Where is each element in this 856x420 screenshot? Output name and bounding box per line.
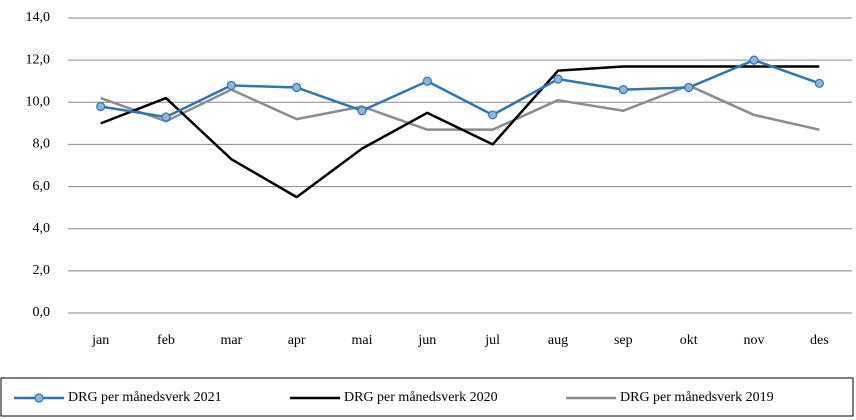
y-tick-label: 14,0 — [26, 10, 51, 25]
point-marker — [226, 80, 236, 91]
series-line — [100, 58, 820, 119]
legend-label: DRG per månedsverk 2021 — [68, 390, 222, 405]
y-tick-label: 12,0 — [26, 52, 51, 67]
y-tick-label: 6,0 — [33, 179, 51, 194]
x-tick-label: mai — [352, 333, 373, 348]
x-tick-label: jun — [417, 333, 436, 348]
point-marker — [161, 112, 171, 122]
x-tick-label: jul — [484, 333, 500, 348]
point-marker — [553, 74, 563, 84]
y-tick-label: 8,0 — [33, 137, 51, 152]
point-marker — [814, 78, 824, 88]
legend-label: DRG per månedsverk 2019 — [620, 390, 774, 405]
x-tick-label: jan — [91, 333, 109, 348]
point-marker — [357, 106, 367, 116]
x-tick-label: nov — [744, 333, 765, 348]
series-line — [100, 84, 820, 131]
y-tick-label: 0,0 — [33, 305, 51, 320]
legend-box — [0, 377, 854, 417]
x-tick-label: des — [810, 333, 829, 348]
x-tick-label: mar — [220, 333, 242, 348]
point-marker — [684, 82, 694, 93]
point-marker — [749, 55, 759, 65]
x-tick-label: okt — [680, 333, 698, 348]
point-marker — [488, 110, 498, 120]
legend-label: DRG per månedsverk 2020 — [344, 390, 498, 405]
point-marker — [96, 101, 106, 112]
y-tick-label: 2,0 — [33, 263, 51, 278]
series-line — [100, 65, 820, 199]
point-marker — [292, 82, 302, 93]
y-tick-label: 4,0 — [33, 221, 51, 236]
y-tick-label: 10,0 — [26, 95, 51, 110]
x-tick-label: sep — [614, 333, 633, 348]
x-tick-label: feb — [157, 333, 175, 348]
legend-marker — [34, 393, 44, 403]
point-marker — [422, 76, 432, 86]
point-marker — [618, 85, 628, 95]
x-tick-label: aug — [548, 333, 568, 348]
x-tick-label: apr — [288, 333, 306, 348]
